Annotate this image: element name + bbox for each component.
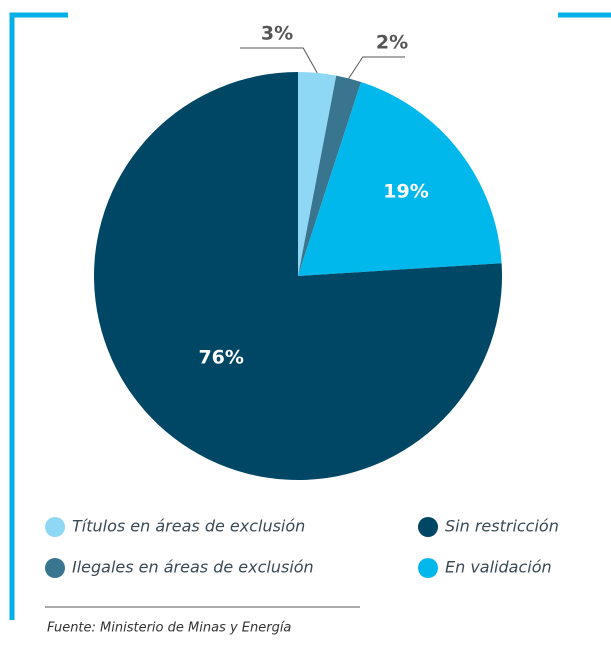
source: Fuente: Ministerio de Minas y Energía (47, 621, 291, 636)
leader-line (348, 56, 405, 79)
legend-label: Títulos en áreas de exclusión (72, 517, 305, 536)
pie-slice (298, 75, 362, 276)
pie-slice (93, 72, 502, 481)
data-label: 19% (383, 181, 428, 203)
pie-slice (298, 81, 502, 277)
data-label: 3% (261, 23, 293, 45)
leader-line (240, 47, 318, 74)
legend-label: Ilegales en áreas de exclusión (72, 558, 314, 577)
legend-swatch (45, 558, 65, 578)
legend-label: En validación (445, 558, 552, 577)
legend-swatch (418, 558, 438, 578)
frame (9, 12, 68, 620)
legend-swatch (45, 517, 65, 537)
pie-slice (298, 72, 337, 276)
legend-label: Sin restricción (445, 517, 559, 536)
legend-swatch (418, 517, 438, 537)
data-label: 2% (376, 32, 408, 54)
data-label: 76% (198, 346, 243, 368)
